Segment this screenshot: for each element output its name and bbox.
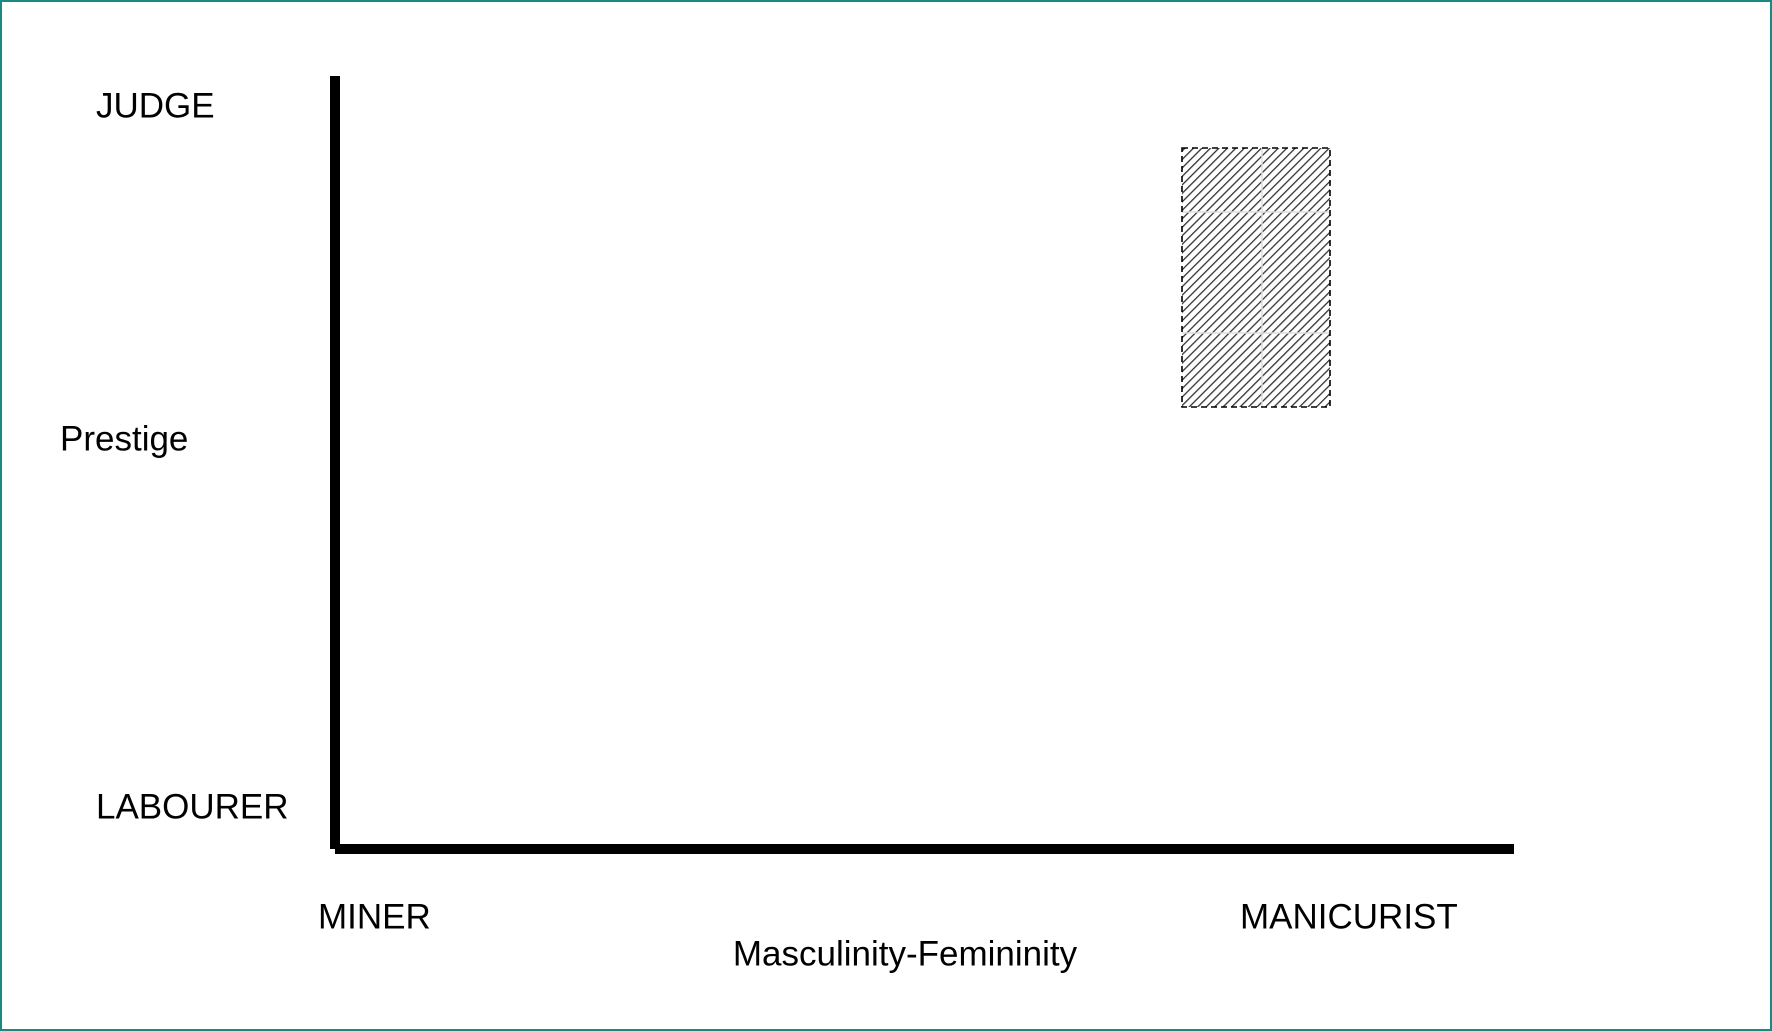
shaded-region [1181,147,1331,408]
y-axis-title: Prestige [60,419,188,458]
x-left-label: MINER [318,897,431,936]
x-right-label: MANICURIST [1240,897,1458,936]
y-bottom-label: LABOURER [96,787,289,826]
y-top-label: JUDGE [96,86,215,125]
x-axis-title: Masculinity-Femininity [733,934,1078,973]
